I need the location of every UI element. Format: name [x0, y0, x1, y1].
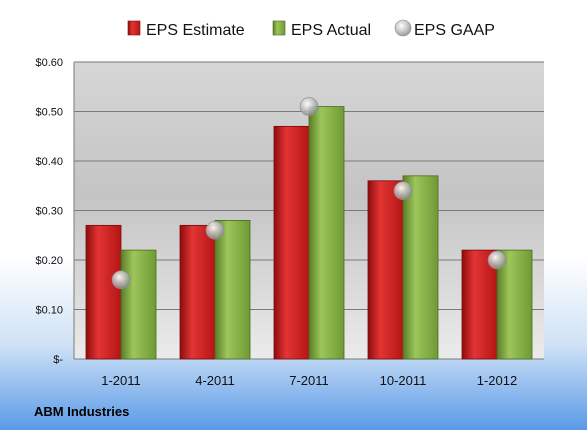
eps-estimate-bar	[179, 224, 216, 360]
eps-gaap-marker	[393, 181, 413, 200]
legend-label: EPS Actual	[291, 22, 371, 39]
eps-actual-bar	[402, 175, 439, 360]
x-tick-label: 7-2011	[289, 373, 329, 388]
x-tick-label: 1-2012	[477, 373, 517, 388]
x-tick-label: 10-2011	[380, 373, 427, 388]
y-tick-label: $-	[53, 354, 63, 366]
eps-actual-bar	[214, 219, 251, 360]
eps-actual-bar	[308, 106, 345, 360]
y-tick-label: $0.20	[35, 255, 63, 267]
eps-estimate-bar	[85, 224, 122, 360]
legend-swatch	[127, 20, 141, 36]
eps-estimate-bar	[273, 125, 310, 360]
y-tick-label: $0.60	[35, 57, 63, 69]
y-tick-label: $0.40	[35, 156, 63, 168]
eps-gaap-marker	[111, 270, 131, 290]
eps-actual-bar	[496, 249, 533, 360]
legend-swatch	[272, 20, 286, 36]
y-tick-label: $0.30	[35, 206, 63, 218]
eps-gaap-marker	[205, 221, 225, 240]
y-tick-label: $0.10	[35, 305, 63, 317]
x-tick-label: 4-2011	[195, 373, 235, 388]
x-tick-label: 1-2011	[101, 373, 141, 388]
y-tick-label: $0.50	[35, 107, 63, 119]
eps-estimate-bar	[367, 180, 404, 360]
eps-gaap-marker	[487, 250, 507, 270]
eps-actual-bar	[120, 249, 157, 360]
legend-label: EPS GAAP	[414, 22, 495, 39]
eps-gaap-marker	[299, 97, 319, 116]
company-label: ABM Industries	[34, 404, 129, 419]
legend-swatch	[394, 19, 412, 37]
legend-label: EPS Estimate	[146, 22, 245, 39]
